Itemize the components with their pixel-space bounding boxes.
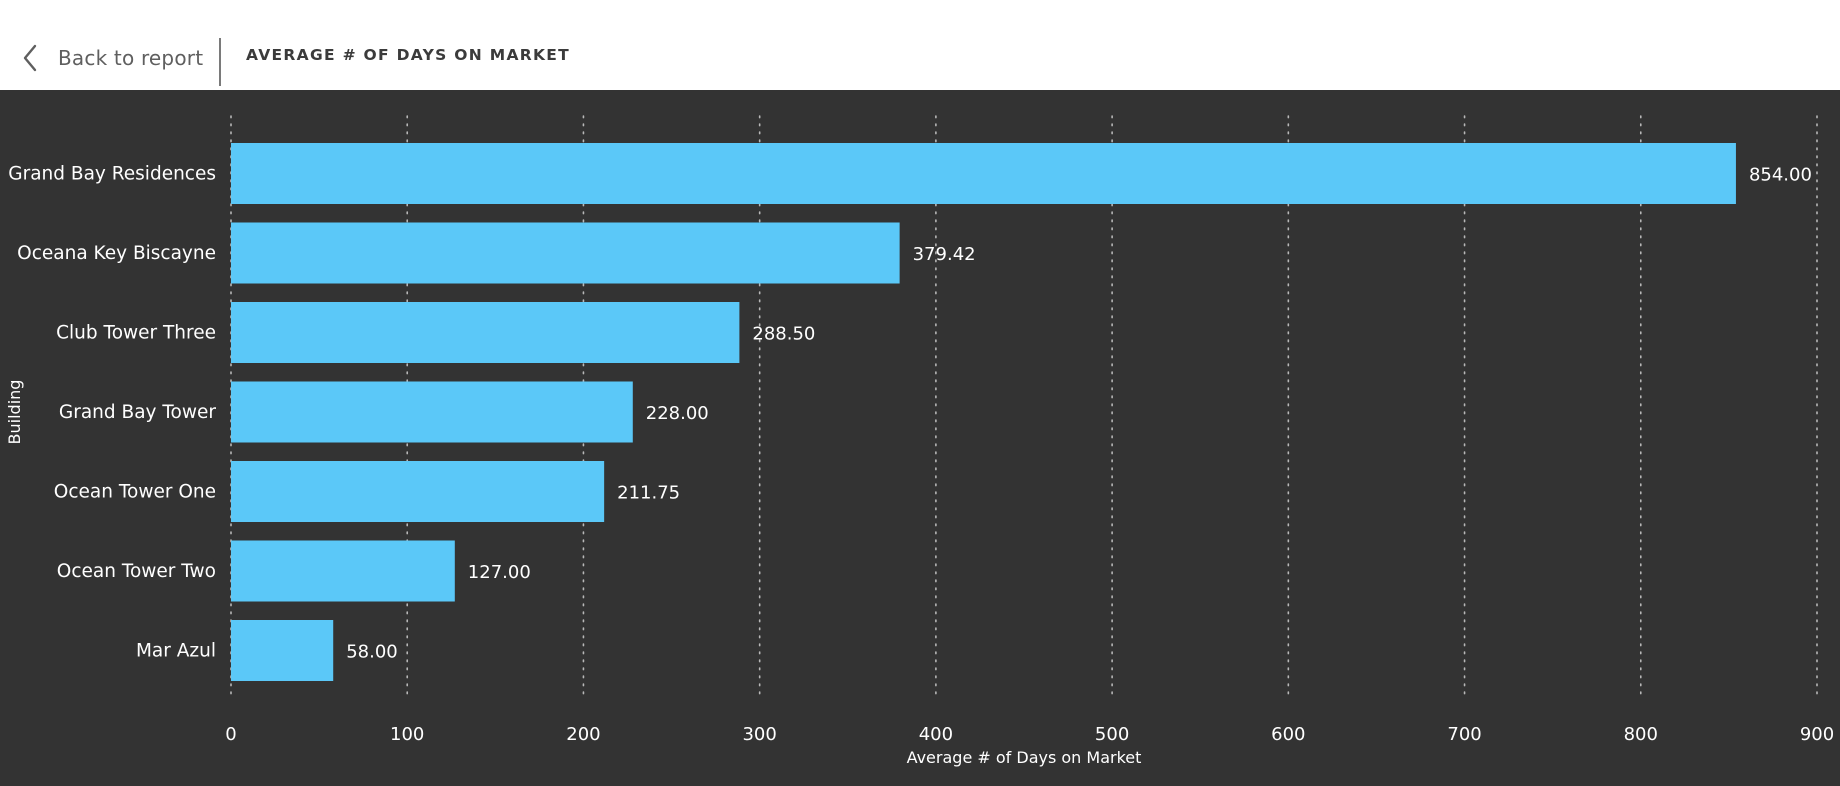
bar [231, 540, 455, 602]
data-label: 127.00 [468, 562, 531, 583]
bar-chart: 0 100 200 300 400 500 600 700 800 900 Grand Bay Re… [5, 115, 1834, 767]
chevron-left-icon [22, 44, 38, 72]
data-label: 228.00 [646, 403, 709, 424]
data-label: 58.00 [346, 642, 398, 663]
x-tick-label: 300 [742, 724, 776, 745]
bar [231, 222, 900, 284]
category-label: Club Tower Three [56, 323, 216, 344]
bar [231, 620, 334, 681]
visual-title: AVERAGE # OF DAYS ON MARKET [246, 46, 571, 64]
x-tick-label: 500 [1095, 724, 1129, 745]
x-axis-title: Average # of Days on Market [907, 748, 1142, 767]
chart-area: 0 100 200 300 400 500 600 700 800 900 Grand Bay Re… [0, 90, 1840, 782]
data-label: 854.00 [1749, 165, 1812, 186]
category-label: Grand Bay Tower [59, 402, 216, 423]
bar [231, 302, 740, 363]
x-tick-label: 200 [566, 724, 600, 745]
x-tick-label: 100 [390, 724, 424, 745]
category-label: Grand Bay Residences [8, 164, 216, 185]
y-axis-title: Building [5, 380, 24, 445]
bar [231, 381, 633, 443]
x-tick-label: 700 [1447, 724, 1481, 745]
bar [231, 143, 1736, 204]
x-tick-label: 600 [1271, 724, 1305, 745]
x-tick-label: 900 [1800, 724, 1834, 745]
back-to-report-label: Back to report [58, 46, 204, 70]
category-label: Ocean Tower Two [57, 561, 216, 582]
x-tick-label: 400 [919, 724, 953, 745]
data-label: 379.42 [913, 244, 976, 265]
x-tick-label: 0 [225, 724, 236, 745]
category-label: Oceana Key Biscayne [17, 243, 216, 264]
back-to-report-button[interactable]: Back to report [22, 36, 203, 80]
x-tick-label: 800 [1624, 724, 1658, 745]
data-label: 288.50 [752, 324, 815, 345]
category-label: Mar Azul [136, 641, 216, 662]
header-bar: Back to report AVERAGE # OF DAYS ON MARK… [0, 0, 1840, 90]
data-label: 211.75 [617, 483, 680, 504]
header-divider [219, 38, 221, 86]
bar [231, 461, 605, 522]
category-label: Ocean Tower One [54, 482, 216, 503]
